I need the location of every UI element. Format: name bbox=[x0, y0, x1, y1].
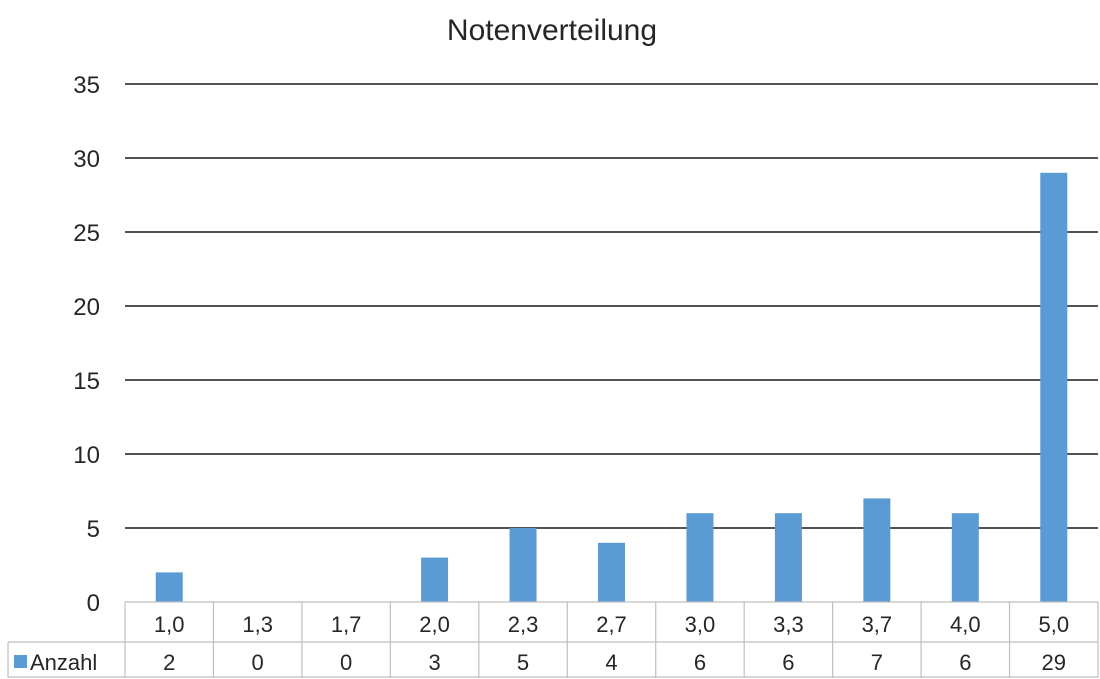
data-label: 7 bbox=[871, 650, 883, 675]
x-tick-label: 2,0 bbox=[419, 612, 450, 637]
x-tick-label: 2,7 bbox=[596, 612, 627, 637]
y-tick-label: 10 bbox=[73, 442, 100, 469]
bar bbox=[509, 528, 537, 602]
gridlines bbox=[125, 83, 1098, 529]
y-tick-label: 25 bbox=[73, 220, 100, 247]
x-tick-label: 2,3 bbox=[508, 612, 539, 637]
data-table: 1,0 2 1,3 0 1,7 0 2,0 3 2,3 5 2,7 4 3,0 6 3,3 6 3,7 7 4,0 6… bbox=[7, 601, 1099, 678]
data-label: 2 bbox=[163, 650, 175, 675]
y-tick-label: 5 bbox=[87, 516, 100, 543]
bar bbox=[774, 513, 802, 602]
y-tick-label: 15 bbox=[73, 368, 100, 395]
data-label: 4 bbox=[605, 650, 617, 675]
chart-title: Notenverteilung bbox=[447, 14, 657, 47]
bar bbox=[863, 498, 891, 602]
data-label: 0 bbox=[340, 650, 352, 675]
bar bbox=[155, 572, 183, 602]
x-tick-label: 1,7 bbox=[331, 612, 362, 637]
y-tick-label: 30 bbox=[73, 146, 100, 173]
bar bbox=[421, 557, 449, 602]
bar bbox=[1040, 172, 1068, 603]
data-label: 6 bbox=[959, 650, 971, 675]
x-tick-label: 1,0 bbox=[154, 612, 185, 637]
data-label: 29 bbox=[1042, 650, 1066, 675]
x-tick-label: 3,7 bbox=[862, 612, 893, 637]
x-tick-label: 1,3 bbox=[242, 612, 273, 637]
data-label: 6 bbox=[782, 650, 794, 675]
x-tick-label: 4,0 bbox=[950, 612, 981, 637]
bar bbox=[598, 542, 625, 602]
bars bbox=[155, 172, 1068, 603]
x-tick-label: 5,0 bbox=[1038, 612, 1069, 637]
y-tick-label: 20 bbox=[73, 294, 100, 321]
data-label: 3 bbox=[428, 650, 440, 675]
x-tick-label: 3,0 bbox=[685, 612, 716, 637]
data-label: 6 bbox=[694, 650, 706, 675]
data-label: 5 bbox=[517, 650, 529, 675]
bar bbox=[686, 513, 714, 602]
legend-label: Anzahl bbox=[30, 650, 97, 675]
x-tick-label: 3,3 bbox=[773, 612, 804, 637]
legend-swatch bbox=[14, 655, 27, 668]
bar bbox=[951, 513, 979, 602]
y-axis-ticks: 0 5 10 15 20 25 30 35 bbox=[73, 72, 100, 617]
y-tick-label: 0 bbox=[87, 590, 100, 617]
data-label: 0 bbox=[252, 650, 264, 675]
y-tick-label: 35 bbox=[73, 72, 100, 99]
